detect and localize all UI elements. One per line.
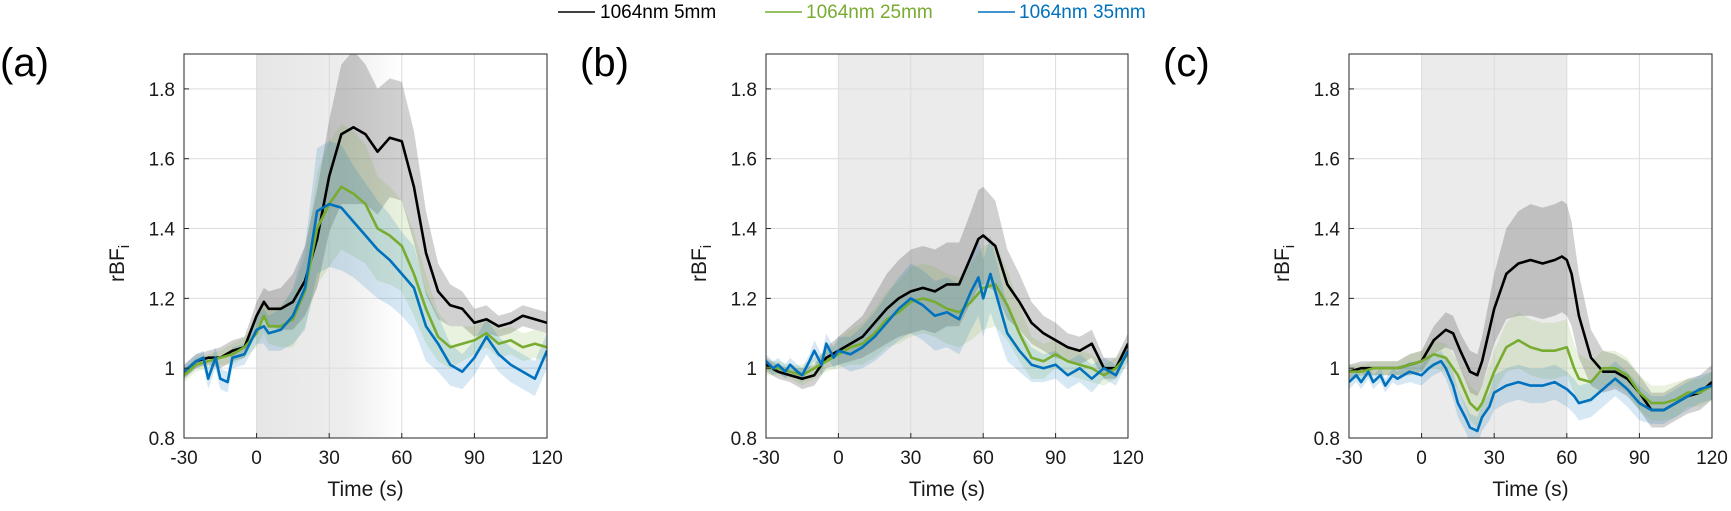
band-25mm-a <box>184 123 547 383</box>
x-tick-label-b: 30 <box>900 448 921 469</box>
legend-label-5mm: 1064nm 5mm <box>600 2 716 23</box>
x-tick-label-a: -30 <box>170 448 197 469</box>
panel-label-a: (a) <box>0 41 49 85</box>
x-axis-label-a: Time (s) <box>327 478 403 501</box>
axes-box-c <box>1348 53 1713 439</box>
y-axis-label-a: rBFi <box>106 245 133 282</box>
y-tick-label-c: 1.8 <box>1314 80 1340 101</box>
y-tick-label-b: 1.8 <box>731 80 757 101</box>
y-tick-label-a: 1.8 <box>149 80 175 101</box>
axes-box-b <box>765 53 1129 439</box>
line-25mm-a <box>184 185 547 377</box>
x-tick-label-b: 90 <box>1045 448 1066 469</box>
y-tick-label-b: 1 <box>746 359 757 380</box>
line-5mm-b <box>766 234 1128 380</box>
y-tick-label-a: 1 <box>164 359 175 380</box>
panel-a: -30 0 30 60 90 120 0.8 1 1.2 1.4 1.6 1.8 Time (s) rBF… <box>0 41 563 501</box>
legend: 1064nm 5mm 1064nm 25mm 1064nm 35mm <box>558 2 1146 23</box>
x-tick-label-a: 120 <box>531 448 563 469</box>
y-tick-label-b: 0.8 <box>731 429 757 450</box>
y-tick-label-c: 1.6 <box>1314 150 1340 171</box>
y-tick-label-a: 1.4 <box>149 220 176 241</box>
x-tick-label-b: -30 <box>752 448 779 469</box>
x-tick-label-b: 120 <box>1112 448 1144 469</box>
band-35mm-b <box>766 235 1128 393</box>
band-5mm-a <box>184 54 547 379</box>
line-35mm-c <box>1349 359 1712 433</box>
x-tick-label-c: 120 <box>1696 448 1728 469</box>
y-tick-label-a: 1.6 <box>149 150 175 171</box>
x-tick-label-a: 0 <box>251 448 262 469</box>
y-tick-label-b: 1.6 <box>731 150 757 171</box>
y-tick-label-c: 1 <box>1329 359 1340 380</box>
axes-box-a <box>183 53 548 439</box>
x-tick-label-c: 0 <box>1416 448 1427 469</box>
panel-label-c: (c) <box>1163 41 1210 85</box>
x-tick-label-a: 90 <box>464 448 485 469</box>
x-tick-label-b: 0 <box>833 448 844 469</box>
x-tick-label-c: 30 <box>1484 448 1505 469</box>
y-tick-label-b: 1.2 <box>731 289 757 310</box>
y-tick-label-a: 0.8 <box>149 429 175 450</box>
panel-b: -30 0 30 60 90 120 0.8 1 1.2 1.4 1.6 1.8 Time (s) rBF… <box>580 41 1144 501</box>
x-tick-label-b: 60 <box>973 448 994 469</box>
y-axis-label-b: rBFi <box>688 245 715 282</box>
y-tick-label-c: 1.2 <box>1314 289 1340 310</box>
line-5mm-a <box>184 126 547 373</box>
x-tick-label-c: 90 <box>1629 448 1650 469</box>
y-tick-label-b: 1.4 <box>731 220 758 241</box>
panel-label-b: (b) <box>580 41 629 85</box>
legend-label-35mm: 1064nm 35mm <box>1019 2 1146 23</box>
y-axis-label-c: rBFi <box>1271 245 1298 282</box>
band-25mm-c <box>1349 312 1712 428</box>
y-tick-label-a: 1.2 <box>149 289 175 310</box>
panel-c: -30 0 30 60 90 120 0.8 1 1.2 1.4 1.6 1.8 Time (s) rBF… <box>1163 41 1728 501</box>
y-tick-label-c: 1.4 <box>1314 220 1341 241</box>
y-tick-label-c: 0.8 <box>1314 429 1340 450</box>
band-5mm-b <box>766 186 1128 390</box>
x-tick-label-c: 60 <box>1556 448 1577 469</box>
x-tick-label-a: 60 <box>391 448 412 469</box>
x-axis-label-b: Time (s) <box>909 478 985 501</box>
x-axis-label-c: Time (s) <box>1492 478 1568 501</box>
legend-label-25mm: 1064nm 25mm <box>806 2 933 23</box>
x-tick-label-c: -30 <box>1335 448 1362 469</box>
x-tick-label-a: 30 <box>319 448 340 469</box>
